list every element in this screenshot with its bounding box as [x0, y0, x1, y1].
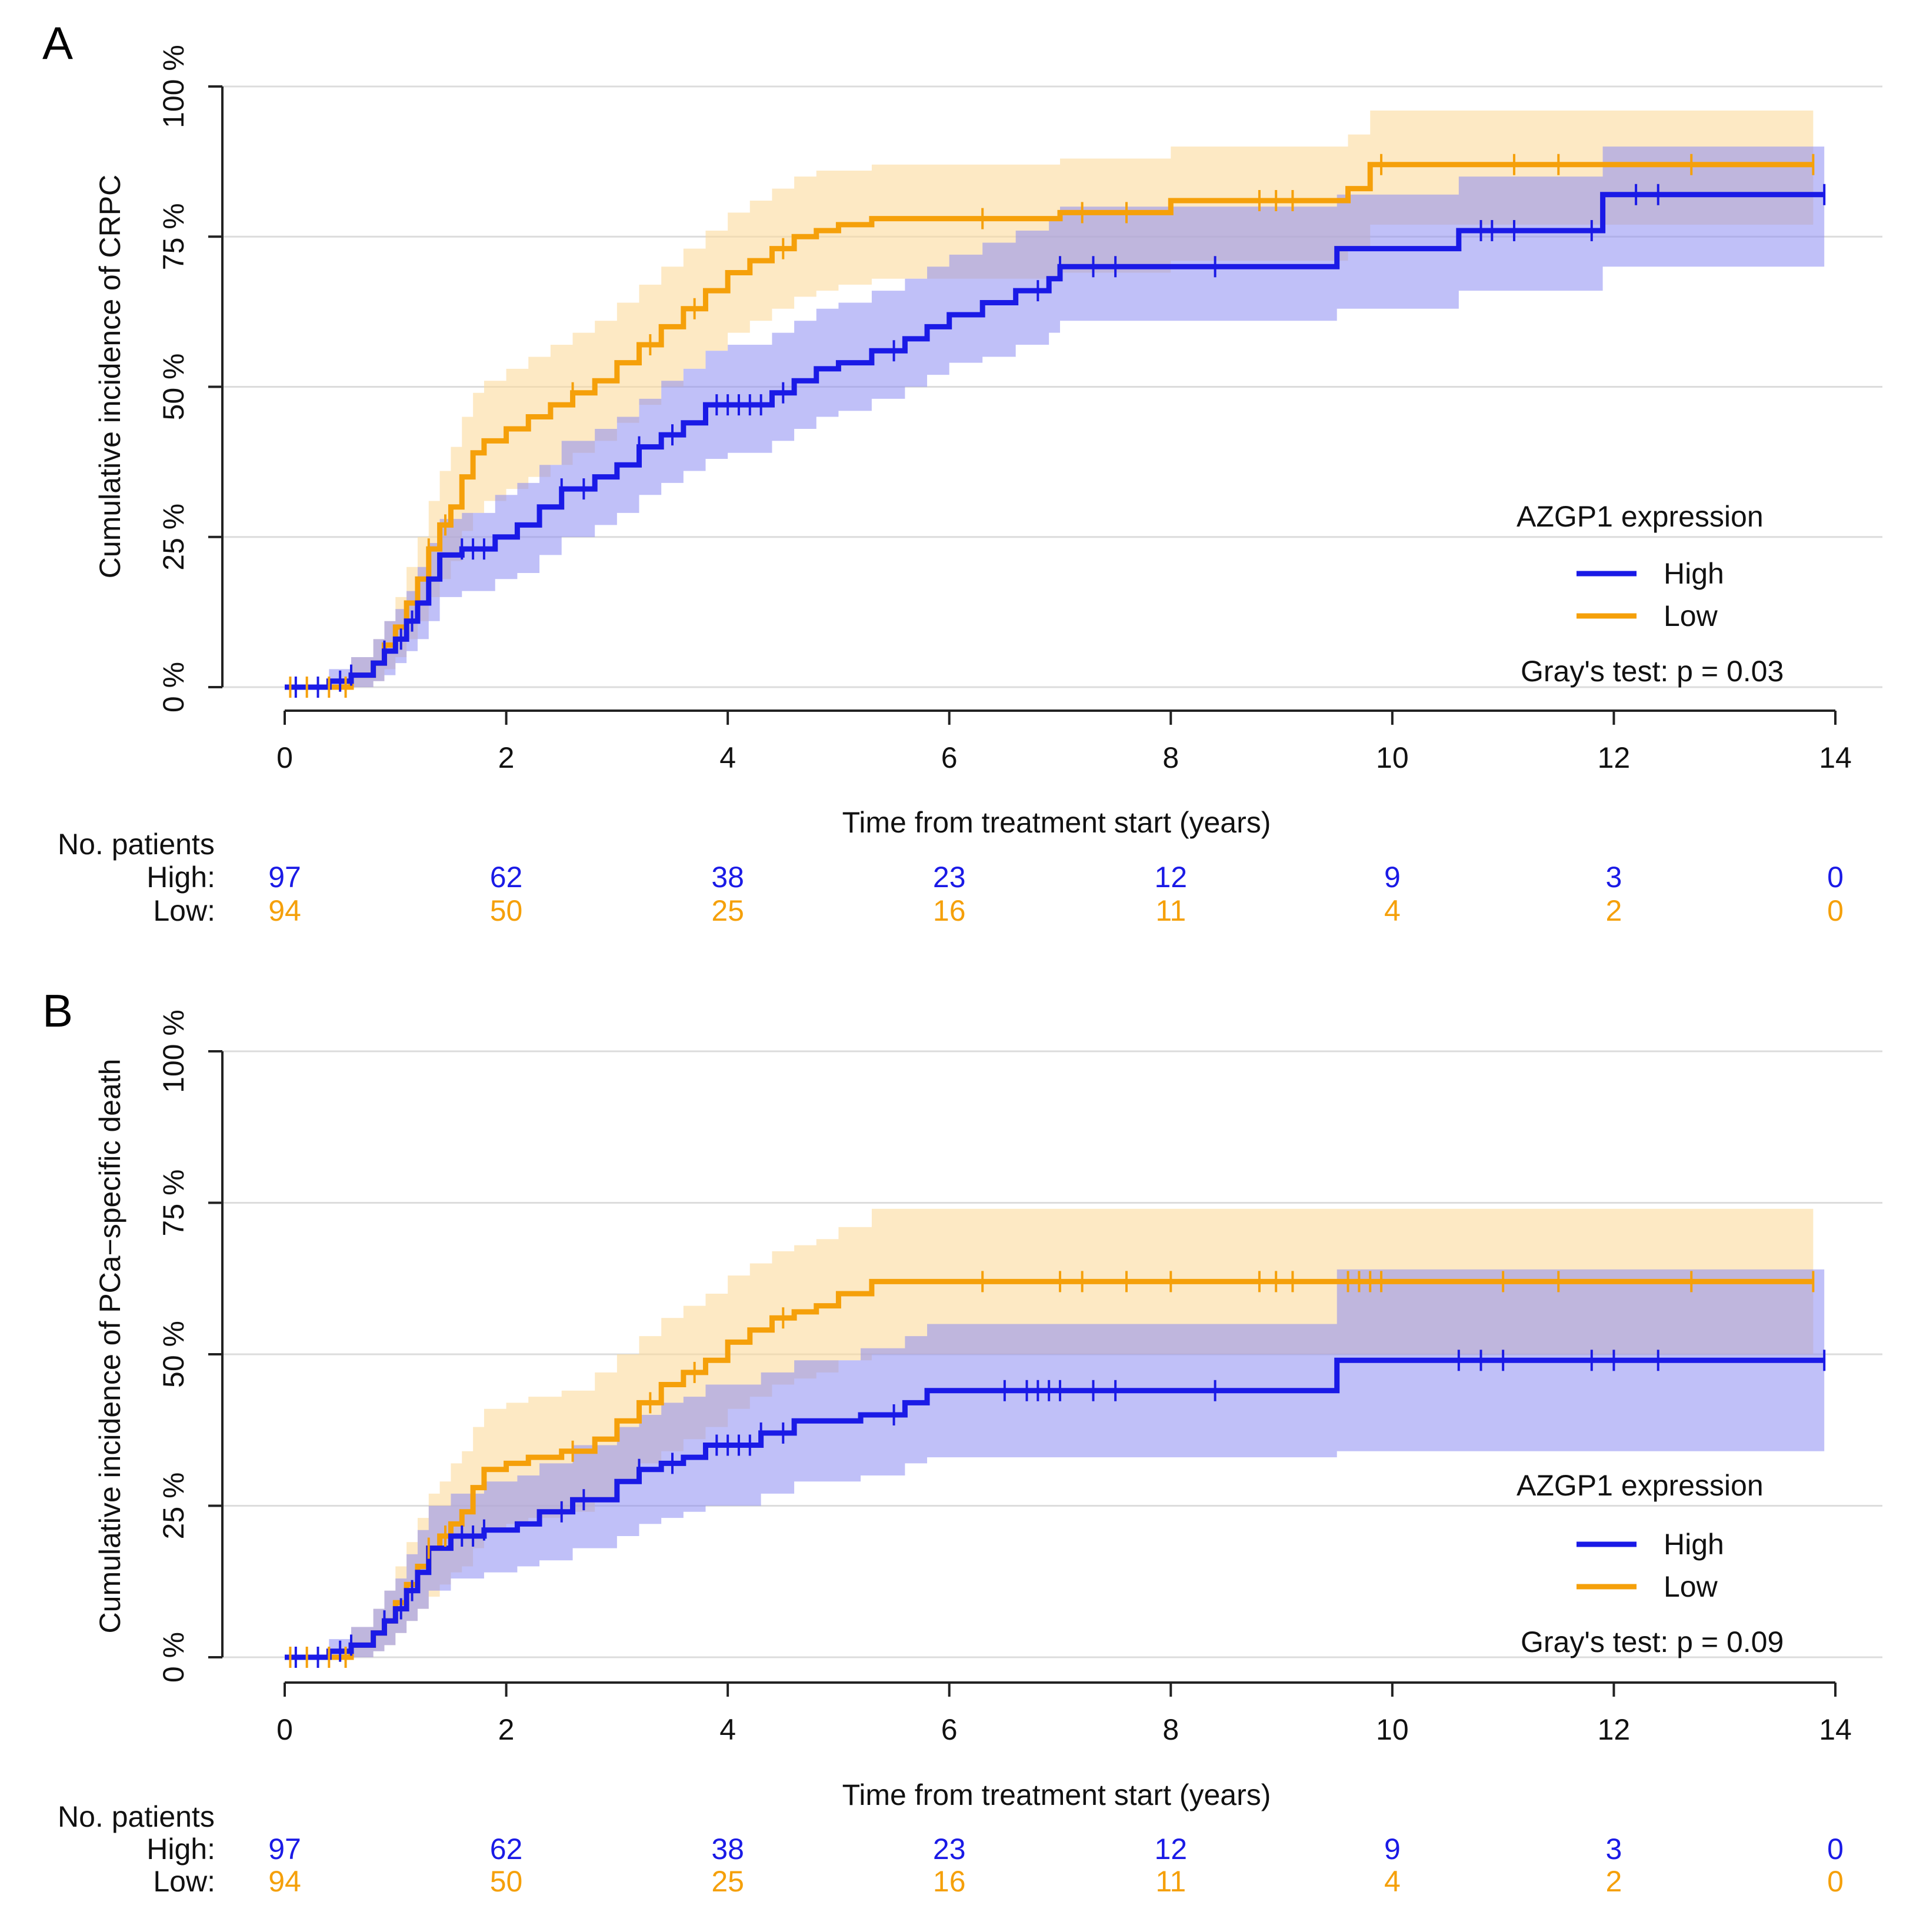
x-tick-label: 8 [1162, 1713, 1179, 1746]
y-tick-label: 25 % [157, 1473, 190, 1540]
risk-value-low: 25 [711, 1865, 744, 1898]
y-tick-label: 0 % [157, 1632, 190, 1683]
risk-table-header: No. patients [58, 1800, 215, 1833]
risk-value-low: 94 [268, 1865, 301, 1898]
panel-letter: A [42, 17, 73, 69]
series-line-high [285, 192, 1825, 690]
series-lines [285, 162, 1825, 690]
x-tick-label: 12 [1598, 741, 1631, 774]
risk-table-header: No. patients [58, 828, 215, 861]
y-tick-label: 25 % [157, 504, 190, 571]
x-tick-label: 14 [1819, 1713, 1852, 1746]
risk-value-high: 62 [490, 861, 523, 894]
risk-row-label-low: Low: [153, 1865, 215, 1898]
risk-value-low: 11 [1155, 894, 1186, 927]
risk-value-low: 16 [933, 894, 966, 927]
x-tick-label: 8 [1162, 741, 1179, 774]
y-tick-label: 50 % [157, 354, 190, 421]
risk-value-low: 50 [490, 1865, 523, 1898]
legend-high-label: High [1664, 557, 1724, 590]
x-tick-label: 12 [1598, 1713, 1631, 1746]
x-tick-label: 6 [941, 741, 958, 774]
risk-value-low: 2 [1606, 1865, 1622, 1898]
risk-value-high: 3 [1606, 1833, 1622, 1866]
series-line-low [285, 162, 1814, 690]
legend-title: AZGP1 expression [1517, 1469, 1764, 1502]
confidence-bands [285, 110, 1825, 688]
y-tick-label: 0 % [157, 662, 190, 712]
y-axis-label: Cumulative incidence of PCa−specific dea… [94, 1059, 126, 1634]
risk-value-low: 0 [1827, 894, 1844, 927]
risk-value-high: 0 [1827, 861, 1844, 894]
y-tick-label: 50 % [157, 1321, 190, 1388]
risk-value-low: 50 [490, 894, 523, 927]
risk-table: No. patients High: Low: 97 62 38 23 12 9 3 0 94 5… [58, 1800, 1844, 1898]
x-tick-label: 2 [498, 741, 515, 774]
risk-value-low: 94 [268, 894, 301, 927]
risk-value-low: 4 [1384, 894, 1401, 927]
risk-value-low: 4 [1384, 1865, 1401, 1898]
x-tick-label: 2 [498, 1713, 515, 1746]
grays-test-label: Gray's test: p = 0.09 [1521, 1625, 1784, 1658]
confidence-band-high [285, 1269, 1825, 1657]
risk-value-high: 38 [711, 861, 744, 894]
panel-b: B Cumulative incidence of PCa−specific d… [42, 985, 1882, 1898]
x-tick-label: 4 [719, 741, 736, 774]
censor-marks [289, 1271, 1826, 1668]
risk-value-high: 0 [1827, 1833, 1844, 1866]
risk-value-high: 97 [268, 1833, 301, 1866]
grays-test-label: Gray's test: p = 0.03 [1521, 655, 1784, 688]
risk-value-high: 23 [933, 861, 966, 894]
y-tick-label: 75 % [157, 1170, 190, 1237]
panel-a: A Cumulative incidence of CRPC Time from… [42, 17, 1882, 927]
risk-value-high: 23 [933, 1833, 966, 1866]
risk-value-low: 2 [1606, 894, 1622, 927]
confidence-band-high [285, 110, 1825, 688]
risk-table: No. patients High: Low: 97 62 38 23 12 9 3 0 94 5… [58, 828, 1844, 927]
legend: AZGP1 expression High Low [1517, 1469, 1764, 1603]
legend-low-label: Low [1664, 1570, 1718, 1603]
confidence-bands [285, 1208, 1825, 1657]
censor-marks [289, 154, 1826, 698]
risk-value-high: 62 [490, 1833, 523, 1866]
axes: 0 % 25 % 50 % 75 % 100 % 0 2 4 6 8 10 12 14 [157, 1010, 1852, 1746]
x-tick-label: 0 [276, 1713, 293, 1746]
risk-value-low: 16 [933, 1865, 966, 1898]
risk-value-high: 9 [1384, 861, 1401, 894]
x-axis-label: Time from treatment start (years) [842, 1778, 1271, 1811]
risk-row-label-high: High: [146, 861, 215, 894]
x-tick-label: 10 [1376, 1713, 1409, 1746]
risk-value-high: 12 [1154, 1833, 1187, 1866]
risk-value-low: 25 [711, 894, 744, 927]
legend-low-label: Low [1664, 599, 1718, 632]
legend-title: AZGP1 expression [1517, 500, 1764, 533]
risk-value-high: 3 [1606, 861, 1622, 894]
panel-letter: B [42, 985, 73, 1037]
legend-high-label: High [1664, 1528, 1724, 1561]
series-line-high [285, 1357, 1825, 1660]
risk-value-high: 9 [1384, 1833, 1401, 1866]
x-tick-label: 4 [719, 1713, 736, 1746]
x-axis-label: Time from treatment start (years) [842, 806, 1271, 839]
x-tick-label: 0 [276, 741, 293, 774]
y-tick-label: 75 % [157, 203, 190, 270]
risk-value-low: 0 [1827, 1865, 1844, 1898]
x-tick-label: 14 [1819, 741, 1852, 774]
risk-value-high: 12 [1154, 861, 1187, 894]
risk-row-label-high: High: [146, 1833, 215, 1866]
x-tick-label: 6 [941, 1713, 958, 1746]
x-tick-label: 10 [1376, 741, 1409, 774]
risk-value-high: 97 [268, 861, 301, 894]
risk-value-high: 38 [711, 1833, 744, 1866]
y-tick-label: 100 % [157, 45, 190, 128]
legend: AZGP1 expression High Low [1517, 500, 1764, 632]
axes: 0 % 25 % 50 % 75 % 100 % 0 2 4 6 8 10 12 14 [157, 45, 1852, 774]
y-tick-label: 100 % [157, 1010, 190, 1093]
y-axis-label: Cumulative incidence of CRPC [94, 175, 126, 578]
risk-value-low: 11 [1155, 1865, 1186, 1898]
series-lines [285, 1278, 1825, 1660]
risk-row-label-low: Low: [153, 894, 215, 927]
